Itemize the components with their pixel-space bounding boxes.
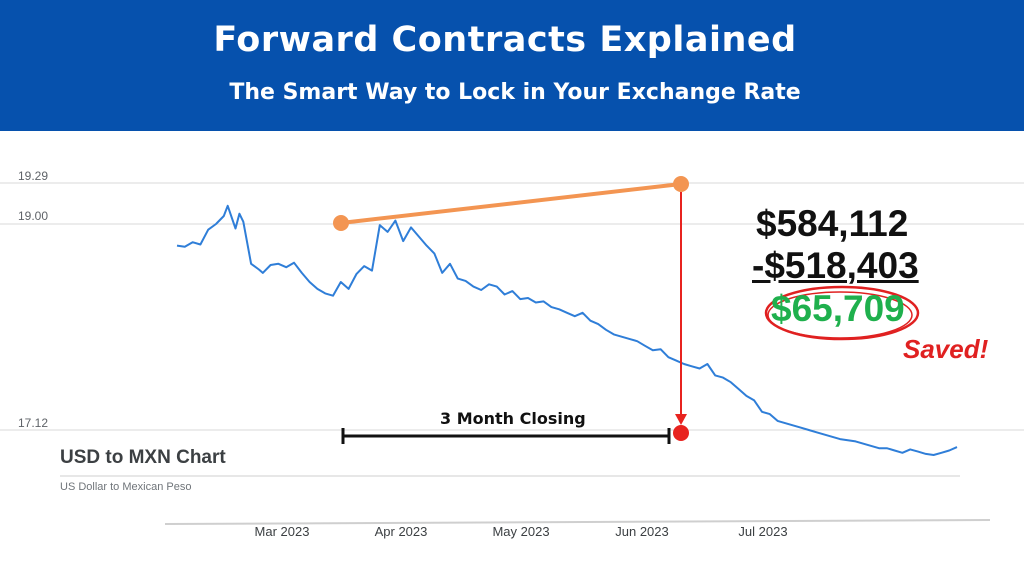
forward-rate-line — [340, 182, 682, 225]
spot-rate-marker — [673, 425, 689, 441]
x-axis-baseline — [164, 519, 991, 525]
page-title: Forward Contracts Explained — [213, 20, 797, 60]
arrow-head-icon — [675, 414, 687, 425]
chart-panel-subtitle: US Dollar to Mexican Peso — [60, 481, 192, 493]
y-tick-label-top: 19.29 — [18, 169, 48, 183]
forward-total-value: $584,112 — [756, 203, 909, 244]
x-tick-label-jun: Jun 2023 — [615, 524, 669, 539]
spot-cost-value: -$518,403 — [752, 245, 919, 286]
forward-rate-marker — [673, 176, 689, 192]
saved-label: Saved! — [903, 334, 989, 364]
savings-value: $65,709 — [771, 288, 905, 329]
header-banner: Forward Contracts Explained The Smart Wa… — [0, 0, 1024, 131]
x-tick-label-apr: Apr 2023 — [375, 524, 428, 539]
closing-period-label: 3 Month Closing — [440, 409, 586, 428]
x-tick-label-may: May 2023 — [492, 524, 549, 539]
x-tick-label-jul: Jul 2023 — [738, 524, 787, 539]
savings-highlight-circle — [764, 285, 920, 341]
y-tick-label-mid: 19.00 — [18, 209, 48, 223]
savings-highlight-circle-inner — [767, 291, 913, 339]
chart-panel-title: USD to MXN Chart — [60, 447, 226, 468]
page-subtitle: The Smart Way to Lock in Your Exchange R… — [229, 80, 801, 105]
y-tick-label-low: 17.12 — [18, 416, 48, 430]
exchange-rate-line — [176, 204, 958, 456]
forward-start-marker — [333, 215, 349, 231]
x-tick-label-mar: Mar 2023 — [255, 524, 310, 539]
